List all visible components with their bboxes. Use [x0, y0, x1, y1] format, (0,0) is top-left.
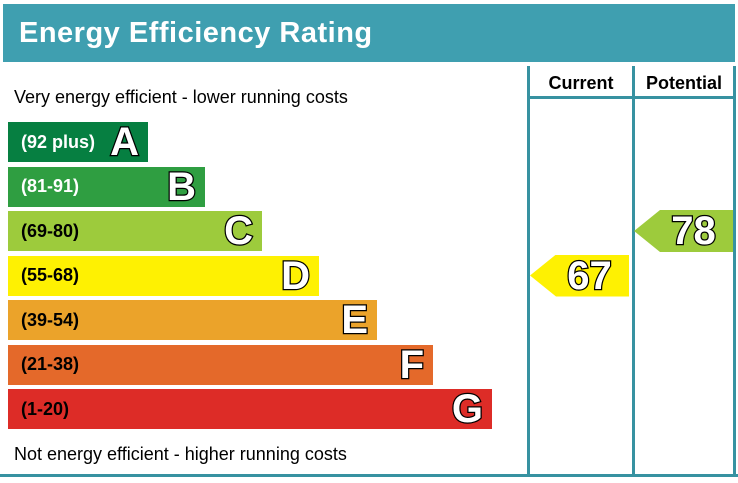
- band-letter: E: [340, 298, 369, 342]
- potential-rating-arrow: 78: [634, 210, 733, 252]
- chart-title-bar: Energy Efficiency Rating: [3, 4, 735, 62]
- column-header-current: Current: [548, 72, 614, 93]
- band-range-label: (69-80): [21, 220, 80, 241]
- table-border-middle: [632, 66, 635, 477]
- band-range-label: (21-38): [21, 354, 80, 374]
- note-very-efficient: Very energy efficient - lower running co…: [14, 87, 348, 107]
- band-letter: D: [280, 253, 311, 298]
- band-d: (55-68) D: [8, 253, 319, 298]
- band-range-label: (55-68): [21, 265, 80, 285]
- chart-bottom-border: [0, 474, 738, 477]
- column-header-potential: Potential: [645, 72, 722, 93]
- band-g: (1-20) G: [8, 387, 492, 431]
- band-range-label: (1-20): [21, 398, 70, 419]
- band-e: (39-54) E: [8, 298, 377, 342]
- table-header-underline: [527, 96, 736, 99]
- band-range-label: (39-54): [21, 309, 80, 330]
- table-border-left: [527, 66, 530, 477]
- current-rating-arrow: 67: [530, 253, 629, 298]
- band-a: (92 plus) A: [8, 120, 148, 164]
- band-letter: F: [398, 342, 425, 387]
- band-range-label: (81-91): [21, 176, 80, 196]
- band-letter: G: [451, 387, 485, 431]
- chart-title: Energy Efficiency Rating: [19, 16, 373, 49]
- current-rating-value: 67: [566, 253, 613, 298]
- band-letter: B: [166, 164, 197, 209]
- band-letter: A: [109, 120, 140, 164]
- table-border-right: [733, 66, 736, 477]
- band-letter: C: [223, 209, 254, 253]
- band-c: (69-80) C: [8, 209, 262, 253]
- band-range-label: (92 plus): [21, 131, 96, 152]
- note-not-efficient: Not energy efficient - higher running co…: [14, 444, 347, 464]
- band-f: (21-38) F: [8, 342, 433, 387]
- band-b: (81-91) B: [8, 164, 205, 209]
- potential-rating-value: 78: [670, 209, 717, 253]
